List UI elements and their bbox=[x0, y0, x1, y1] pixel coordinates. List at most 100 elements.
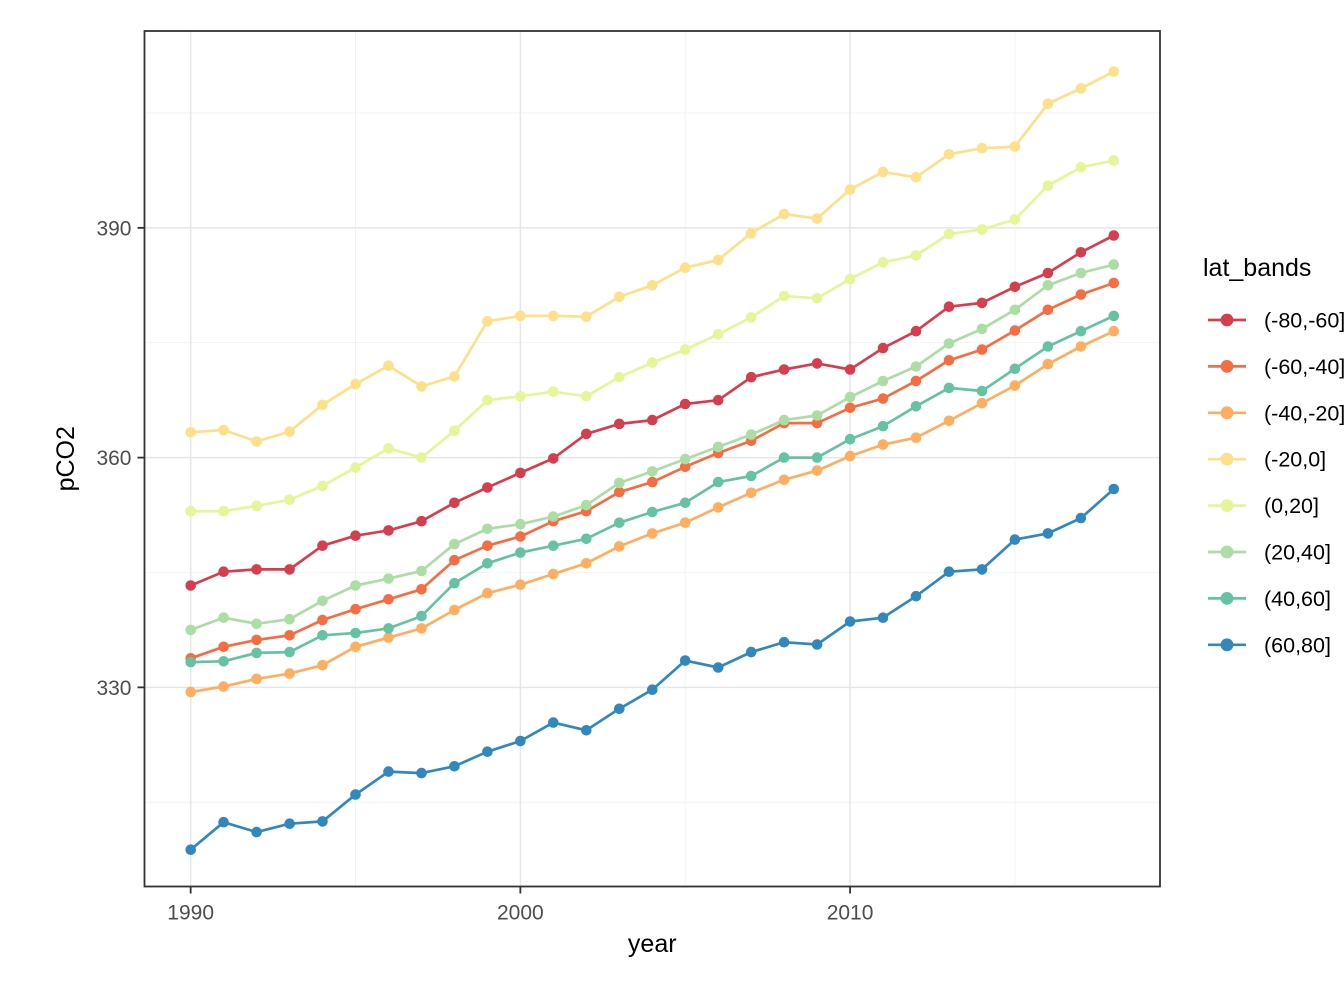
data-point-(-80,-60]-2015 bbox=[1009, 281, 1021, 293]
data-point-(40,60]-2012 bbox=[910, 401, 922, 412]
data-point-(-60,-40]-1991 bbox=[218, 641, 229, 653]
data-point-(0,20]-2003 bbox=[614, 371, 625, 383]
data-point-(20,40]-1999 bbox=[482, 523, 493, 535]
data-point-(0,20]-2010 bbox=[844, 273, 856, 285]
data-point-(-60,-40]-2013 bbox=[943, 355, 955, 366]
data-point-(20,40]-2011 bbox=[877, 375, 889, 387]
data-point-(-40,-20]-1996 bbox=[383, 632, 394, 643]
data-point-(60,80]-2011 bbox=[877, 612, 889, 623]
data-point-(-80,-60]-2000 bbox=[515, 467, 526, 479]
data-point-(-60,-40]-2000 bbox=[515, 531, 526, 542]
data-point-(0,20]-2004 bbox=[647, 357, 658, 368]
data-point-(-40,-20]-1997 bbox=[416, 623, 427, 634]
data-point-(20,40]-2017 bbox=[1075, 267, 1087, 279]
data-point-(0,20]-2014 bbox=[976, 224, 988, 235]
data-point-(60,80]-1994 bbox=[317, 816, 328, 827]
data-point-(60,80]-1993 bbox=[284, 818, 295, 829]
legend-key-point bbox=[1220, 638, 1234, 652]
data-point-(40,60]-2010 bbox=[844, 433, 856, 445]
data-point-(-20,0]-2007 bbox=[745, 227, 757, 239]
panel-background-layer bbox=[144, 31, 1160, 887]
data-point-(-80,-60]-1991 bbox=[218, 566, 229, 577]
legend-label: (-60,-40] bbox=[1264, 355, 1344, 379]
data-point-(-20,0]-1995 bbox=[350, 378, 361, 390]
data-point-(20,40]-1993 bbox=[284, 613, 295, 625]
data-point-(-20,0]-2017 bbox=[1075, 83, 1087, 94]
data-point-(40,60]-2000 bbox=[515, 547, 526, 558]
legend-key-point bbox=[1220, 313, 1234, 327]
data-point-(60,80]-2014 bbox=[976, 564, 988, 575]
data-point-(0,20]-2015 bbox=[1009, 214, 1021, 225]
data-point-(-60,-40]-2005 bbox=[679, 461, 691, 473]
data-point-(-40,-20]-2012 bbox=[910, 432, 922, 444]
data-point-(40,60]-1993 bbox=[284, 646, 295, 658]
data-point-(60,80]-1997 bbox=[416, 767, 427, 779]
data-point-(-40,-20]-1990 bbox=[185, 686, 196, 698]
data-point-(0,20]-2017 bbox=[1075, 162, 1087, 173]
data-point-(-40,-20]-2007 bbox=[745, 487, 757, 499]
data-point-(-80,-60]-2016 bbox=[1042, 267, 1054, 279]
data-point-(-80,-60]-1995 bbox=[350, 530, 361, 541]
data-point-(-20,0]-2012 bbox=[910, 172, 922, 183]
legend-label: (20,40] bbox=[1264, 541, 1331, 565]
data-point-(60,80]-1996 bbox=[383, 766, 394, 777]
y-axis-tick-label: 390 bbox=[96, 217, 131, 240]
x-axis-tick-label: 2010 bbox=[827, 902, 874, 925]
data-point-(-80,-60]-2007 bbox=[745, 371, 757, 383]
data-point-(40,60]-2013 bbox=[943, 382, 955, 394]
data-point-(-40,-20]-1999 bbox=[482, 587, 493, 599]
data-point-(20,40]-1995 bbox=[350, 580, 361, 591]
data-point-(60,80]-1991 bbox=[218, 816, 229, 828]
data-point-(20,40]-2005 bbox=[679, 453, 691, 465]
data-point-(-60,-40]-2017 bbox=[1075, 289, 1087, 300]
data-point-(60,80]-2015 bbox=[1009, 534, 1021, 545]
x-axis-tick-label: 2000 bbox=[497, 902, 544, 925]
data-point-(40,60]-2004 bbox=[647, 506, 658, 518]
data-point-(20,40]-2010 bbox=[844, 391, 856, 403]
data-point-(40,60]-1994 bbox=[317, 630, 328, 641]
data-point-(-80,-60]-1993 bbox=[284, 564, 295, 575]
legend-item-(20,40]: (20,40] bbox=[1208, 541, 1331, 565]
data-point-(-40,-20]-1995 bbox=[350, 641, 361, 653]
data-point-(60,80]-2000 bbox=[515, 735, 526, 747]
data-point-(40,60]-2005 bbox=[679, 497, 691, 509]
data-point-(-80,-60]-1999 bbox=[482, 482, 493, 493]
data-point-(20,40]-2016 bbox=[1042, 280, 1054, 291]
data-point-(-20,0]-2011 bbox=[877, 166, 889, 178]
data-point-(40,60]-2006 bbox=[712, 476, 724, 488]
series-layer bbox=[185, 66, 1120, 855]
data-point-(-20,0]-1999 bbox=[482, 316, 493, 327]
data-point-(20,40]-2012 bbox=[910, 361, 922, 372]
data-point-(20,40]-2009 bbox=[811, 410, 823, 421]
data-point-(60,80]-2010 bbox=[844, 616, 856, 627]
data-point-(0,20]-2012 bbox=[910, 250, 922, 261]
data-point-(-20,0]-2010 bbox=[844, 184, 856, 195]
data-point-(-40,-20]-2017 bbox=[1075, 341, 1087, 352]
data-point-(-80,-60]-1996 bbox=[383, 525, 394, 536]
data-point-(60,80]-2017 bbox=[1075, 512, 1087, 524]
plot-panel bbox=[144, 31, 1160, 887]
data-point-(-80,-60]-2004 bbox=[647, 414, 658, 426]
data-point-(40,60]-2002 bbox=[581, 533, 592, 545]
data-point-(20,40]-1990 bbox=[185, 624, 196, 636]
data-point-(-20,0]-2004 bbox=[647, 280, 658, 291]
legend-item-(-60,-40]: (-60,-40] bbox=[1208, 355, 1344, 379]
data-point-(0,20]-2013 bbox=[943, 228, 955, 240]
data-point-(20,40]-2014 bbox=[976, 323, 988, 335]
data-point-(60,80]-2007 bbox=[745, 646, 757, 658]
data-point-(-20,0]-1997 bbox=[416, 381, 427, 392]
data-point-(-80,-60]-2014 bbox=[976, 297, 988, 309]
data-point-(40,60]-1995 bbox=[350, 627, 361, 639]
data-point-(-20,0]-2018 bbox=[1108, 66, 1120, 77]
data-point-(60,80]-2003 bbox=[614, 703, 625, 715]
data-point-(20,40]-1997 bbox=[416, 565, 427, 577]
data-point-(0,20]-2011 bbox=[877, 257, 889, 268]
data-point-(0,20]-1990 bbox=[185, 505, 196, 517]
data-point-(40,60]-1997 bbox=[416, 610, 427, 622]
data-point-(-80,-60]-2012 bbox=[910, 325, 922, 337]
legend-key-point bbox=[1220, 499, 1234, 512]
data-point-(0,20]-1997 bbox=[416, 452, 427, 463]
data-point-(-40,-20]-1998 bbox=[449, 604, 460, 616]
data-point-(-60,-40]-1993 bbox=[284, 630, 295, 641]
data-point-(60,80]-2001 bbox=[548, 717, 559, 728]
